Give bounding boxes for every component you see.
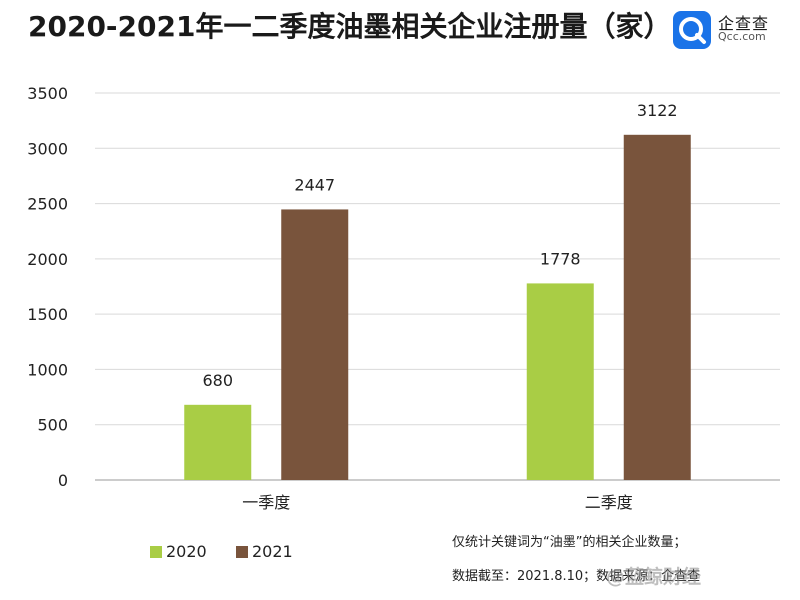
bar-2020 (526, 283, 594, 480)
x-category-label: 二季度 (585, 493, 633, 512)
y-tick-label: 3500 (27, 84, 68, 103)
logo-sub: Qcc.com (718, 30, 766, 43)
logo-name: 企查查 (718, 14, 770, 33)
watermark-text: @蓝鲸财经 (606, 566, 702, 588)
bar-value-label: 3122 (637, 101, 678, 120)
bar-value-label: 680 (202, 371, 233, 390)
footnote-scope: 仅统计关键词为“油墨”的相关企业数量； (452, 535, 687, 550)
qcc-logo: 企查查 Qcc.com (672, 10, 792, 50)
legend-label-2020: 2020 (166, 542, 207, 561)
bar-2021 (281, 209, 349, 481)
y-tick-label: 3000 (27, 139, 68, 158)
legend-label-2021: 2021 (252, 542, 293, 561)
y-tick-label: 2000 (27, 250, 68, 269)
y-tick-label: 1500 (27, 305, 68, 324)
bar-2020 (184, 404, 252, 480)
x-category-label: 一季度 (242, 493, 290, 512)
y-tick-label: 500 (37, 416, 68, 435)
qcc-logo-icon (673, 11, 711, 49)
bar-value-label: 2447 (294, 175, 335, 194)
footnote-source: 数据截至：2021.8.10；数据来源：企查查 (452, 569, 701, 584)
y-tick-label: 0 (58, 471, 68, 490)
y-tick-label: 2500 (27, 195, 68, 214)
y-tick-label: 1000 (27, 360, 68, 379)
chart-title: 2020-2021年一二季度油墨相关企业注册量（家） (28, 10, 672, 43)
bar-2021 (623, 134, 691, 480)
legend-swatch-2021 (236, 546, 248, 558)
legend-swatch-2020 (150, 546, 162, 558)
bar-value-label: 1778 (540, 249, 581, 268)
